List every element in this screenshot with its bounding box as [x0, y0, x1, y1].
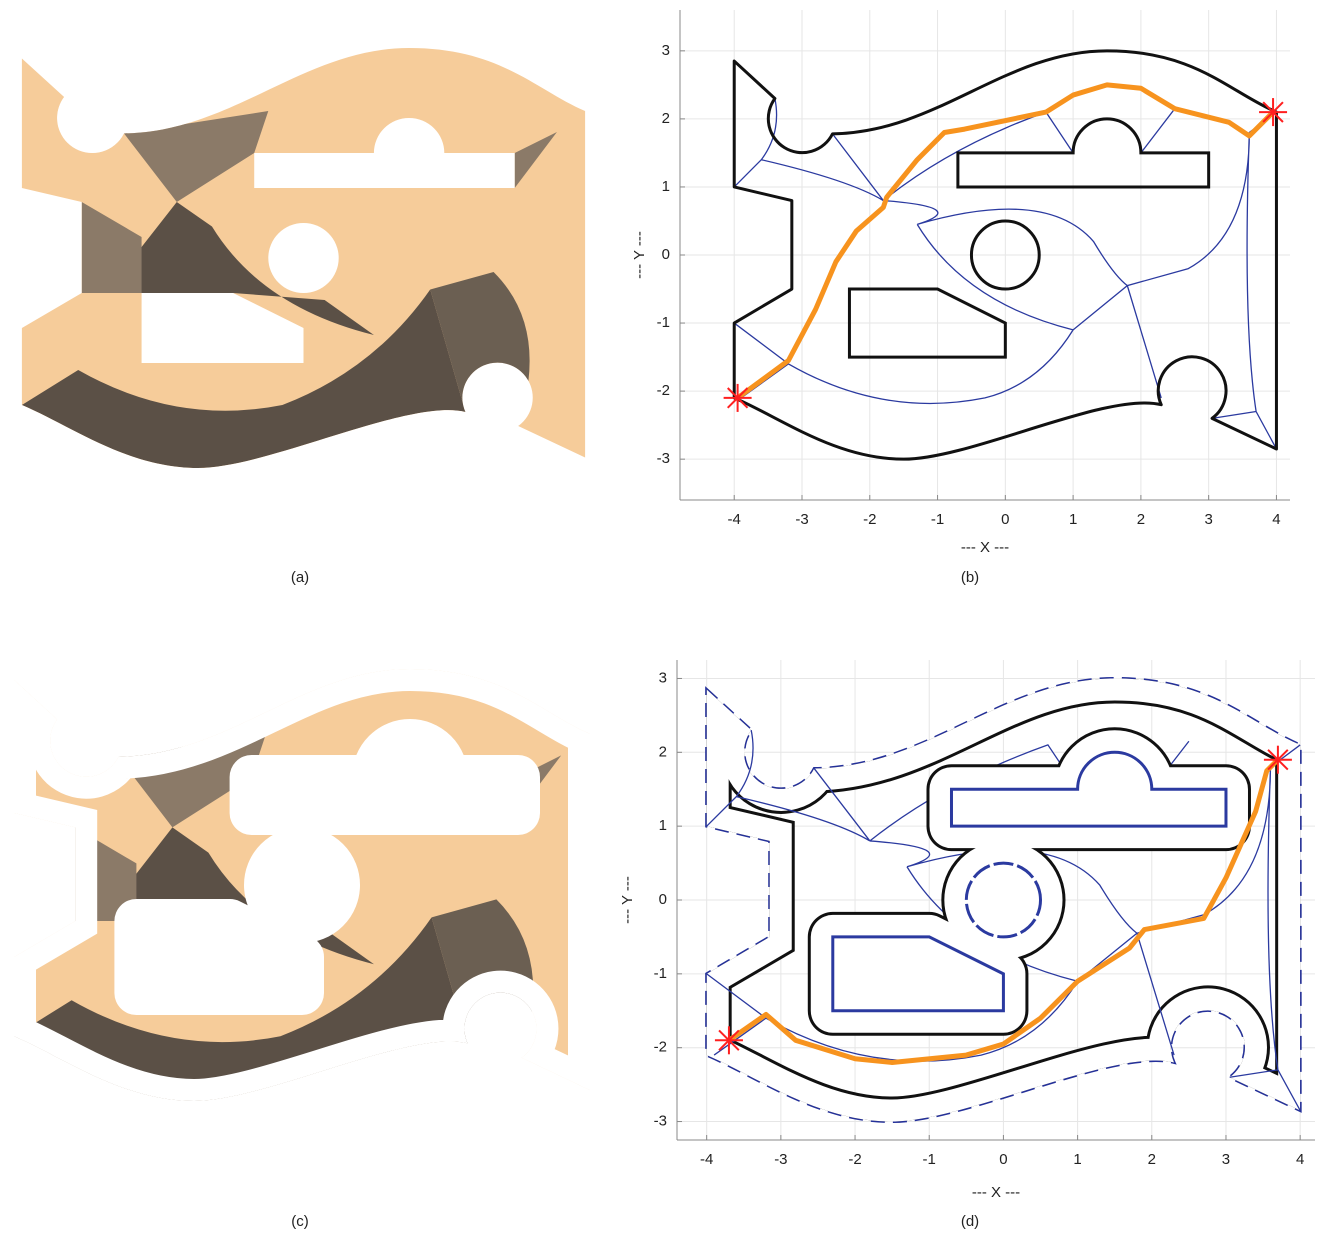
x-axis-label: --- X --- [961, 539, 1009, 556]
hole [268, 223, 338, 293]
x-tick-label: 2 [1137, 511, 1145, 528]
obstacle-fill [833, 937, 1004, 1011]
x-tick-label: 3 [1204, 511, 1212, 528]
x-tick-label: -4 [700, 1151, 713, 1168]
x-tick-label: -4 [728, 511, 741, 528]
x-tick-label: -2 [848, 1151, 861, 1168]
y-tick-label: 2 [659, 743, 667, 760]
x-tick-label: -1 [931, 511, 944, 528]
endpoint-marker [724, 384, 752, 412]
y-axis-label: --- Y --- [619, 876, 636, 924]
endpoint-marker [1264, 746, 1292, 774]
x-tick-label: 4 [1272, 511, 1280, 528]
y-tick-label: 0 [662, 246, 670, 263]
figure: -4 -3 -2 -1 0 1 2 3 4 -3 -2 -1 0 1 2 3 --- X --- --- Y --… [0, 0, 1327, 1237]
caption: (d) [961, 1213, 979, 1230]
y-tick-label: -1 [654, 965, 667, 982]
x-tick-label: -1 [923, 1151, 936, 1168]
y-tick-label: 1 [662, 178, 670, 195]
y-tick-label: -2 [654, 1039, 667, 1056]
hole [136, 921, 302, 993]
x-tick-label: 4 [1296, 1151, 1304, 1168]
render-c [14, 669, 590, 1101]
y-tick-label: -1 [657, 314, 670, 331]
hole [57, 83, 127, 153]
x-tick-label: 3 [1222, 1151, 1230, 1168]
x-tick-label: -2 [863, 511, 876, 528]
endpoint-marker [715, 1026, 743, 1054]
x-tick-label: 1 [1069, 511, 1077, 528]
caption: (b) [961, 569, 979, 586]
y-tick-label: 3 [662, 42, 670, 59]
y-tick-label: 0 [659, 891, 667, 908]
y-tick-label: -2 [657, 382, 670, 399]
grid-layer: -4 -3 -2 -1 0 1 2 3 4 -3 -2 -1 0 1 2 3 --- X --- --- Y --… [631, 10, 1290, 556]
y-tick-label: -3 [654, 1113, 667, 1130]
endpoint-marker [1259, 98, 1287, 126]
obstacle [958, 119, 1209, 187]
y-tick-label: -3 [657, 450, 670, 467]
x-tick-label: -3 [795, 511, 808, 528]
y-tick-label: 1 [659, 817, 667, 834]
x-axis-label: --- X --- [972, 1184, 1020, 1201]
x-tick-label: 2 [1148, 1151, 1156, 1168]
x-tick-label: 1 [1073, 1151, 1081, 1168]
x-tick-label: 0 [1001, 511, 1009, 528]
caption: (a) [291, 569, 309, 586]
render-a [22, 48, 585, 468]
caption: (c) [291, 1213, 309, 1230]
hole [266, 849, 338, 921]
x-tick-label: -3 [774, 1151, 787, 1168]
x-tick-label: 0 [999, 1151, 1007, 1168]
y-tick-label: 2 [662, 110, 670, 127]
y-axis-label: --- Y --- [631, 231, 648, 279]
y-tick-label: 3 [659, 669, 667, 686]
